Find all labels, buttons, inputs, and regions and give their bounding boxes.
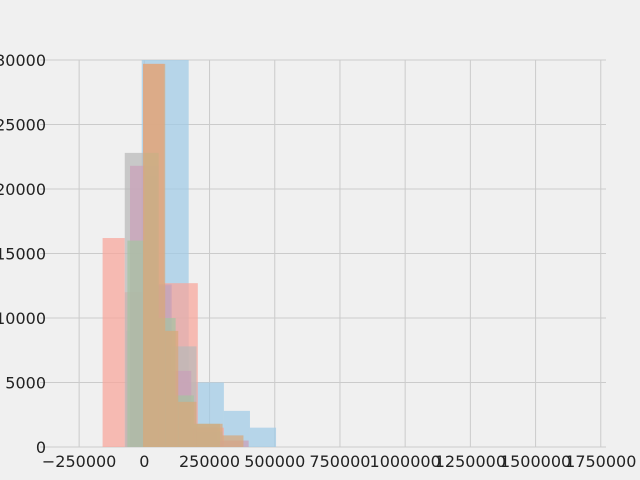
histogram-bar-s5-b0 bbox=[143, 63, 166, 448]
histogram-bar-s1-b0 bbox=[102, 238, 125, 447]
x-tick-label: 750000 bbox=[309, 452, 370, 471]
histogram-bar-s5-b1 bbox=[165, 330, 179, 447]
x-tick-label: 1500000 bbox=[500, 452, 571, 471]
x-tick-label: 500000 bbox=[244, 452, 305, 471]
x-tick-label: 250000 bbox=[179, 452, 240, 471]
histogram-bar-s4-b0 bbox=[127, 240, 145, 447]
x-tick-label: 1000000 bbox=[370, 452, 441, 471]
x-axis-tick-labels: −250000 0 250000 500000 750000 10000001250000… bbox=[42, 452, 637, 471]
x-tick-label: −250000 bbox=[42, 452, 116, 471]
y-tick-label: 30000 bbox=[0, 51, 46, 70]
series-5-bars bbox=[143, 63, 244, 448]
x-tick-label: 1250000 bbox=[435, 452, 506, 471]
histogram-bar-s0-b4 bbox=[249, 427, 277, 447]
y-tick-label: 0 bbox=[36, 438, 46, 457]
x-tick-label: 0 bbox=[139, 452, 149, 471]
x-tick-label: 1750000 bbox=[565, 452, 636, 471]
histogram-bar-s5-b3 bbox=[196, 423, 223, 447]
y-tick-label: 10000 bbox=[0, 309, 46, 328]
y-tick-label: 20000 bbox=[0, 180, 46, 199]
y-axis-tick-labels: 0 5000 10000 15000 20000 25000 30000 bbox=[0, 51, 46, 457]
histogram-bar-s5-b2 bbox=[178, 401, 197, 447]
histogram-bars bbox=[102, 60, 277, 448]
y-tick-label: 15000 bbox=[0, 245, 46, 264]
histogram-bar-s5-b4 bbox=[222, 435, 244, 447]
y-tick-label: 5000 bbox=[5, 374, 46, 393]
y-tick-label: 25000 bbox=[0, 116, 46, 135]
